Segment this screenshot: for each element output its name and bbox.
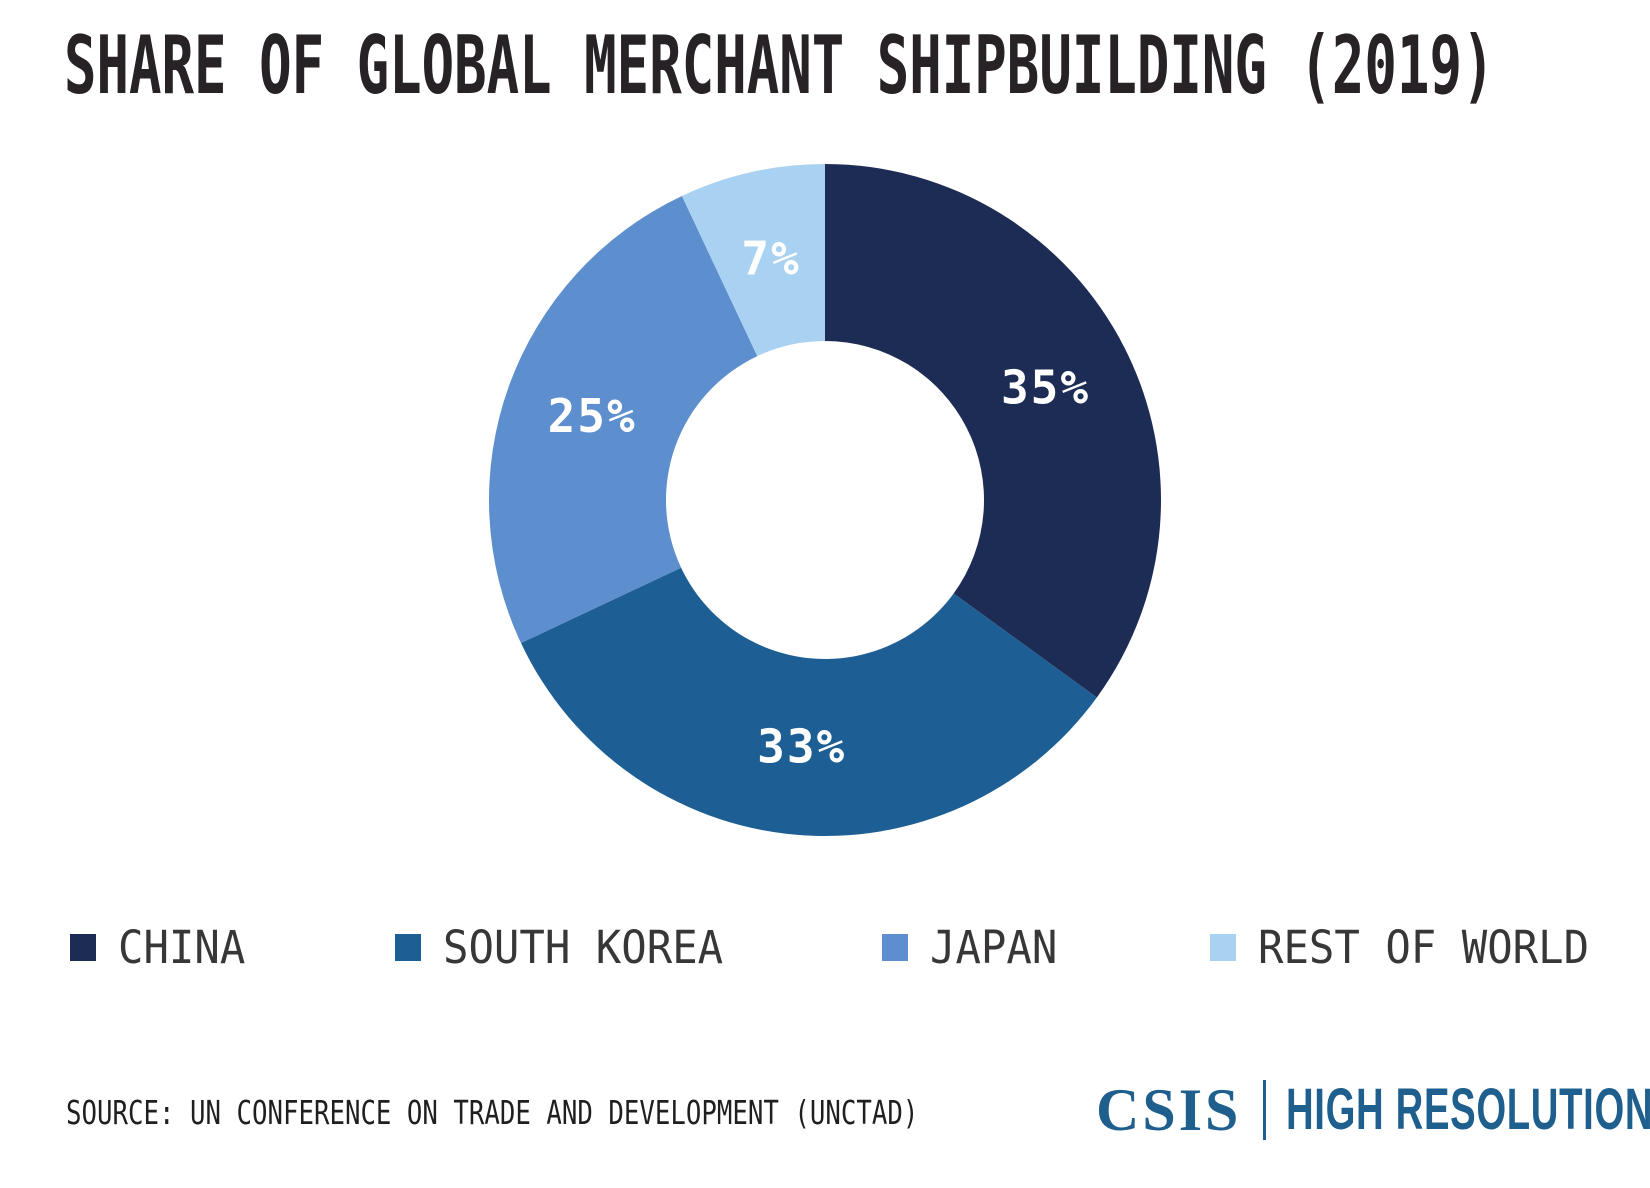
legend-item-south-korea: SOUTH KOREA (395, 918, 741, 976)
slice-value-label: 7% (741, 231, 800, 285)
donut-slice-south-korea (520, 567, 1097, 836)
slice-value-label: 33% (757, 719, 846, 773)
source-text: SOURCE: UN CONFERENCE ON TRADE AND DEVEL… (66, 1093, 919, 1132)
legend-label: CHINA (118, 920, 246, 974)
chart-title: SHARE OF GLOBAL MERCHANT SHIPBUILDING (2… (64, 19, 1495, 112)
legend-swatch-rest-of-world (1210, 933, 1236, 961)
legend-swatch-japan (882, 933, 908, 961)
legend-item-japan: JAPAN (882, 918, 1065, 976)
donut-svg: 35% 33% 25% 7% (489, 164, 1161, 836)
slice-value-label: 35% (1001, 361, 1090, 415)
legend-label: SOUTH KOREA (443, 920, 724, 974)
legend-swatch-china (70, 933, 96, 961)
legend: CHINA SOUTH KOREA JAPAN REST OF WORLD (0, 918, 1650, 976)
high-resolution-label: HIGH RESOLUTION (1286, 1077, 1650, 1142)
slice-value-label: 25% (548, 389, 637, 443)
legend-item-china: CHINA (70, 918, 253, 976)
legend-label: REST OF WORLD (1258, 920, 1590, 974)
legend-swatch-south-korea (395, 933, 421, 961)
donut-slice-japan (489, 195, 758, 644)
donut-slice-china (825, 164, 1161, 698)
legend-item-rest-of-world: REST OF WORLD (1210, 918, 1610, 976)
brand-divider (1263, 1080, 1267, 1140)
csis-logo: CSIS (1096, 1077, 1242, 1143)
brand-lockup: CSIS HIGH RESOLUTION (1096, 1072, 1650, 1148)
donut-chart: 35% 33% 25% 7% (489, 164, 1161, 836)
donut-slice-rest-of-world (681, 164, 825, 357)
legend-label: JAPAN (930, 920, 1058, 974)
